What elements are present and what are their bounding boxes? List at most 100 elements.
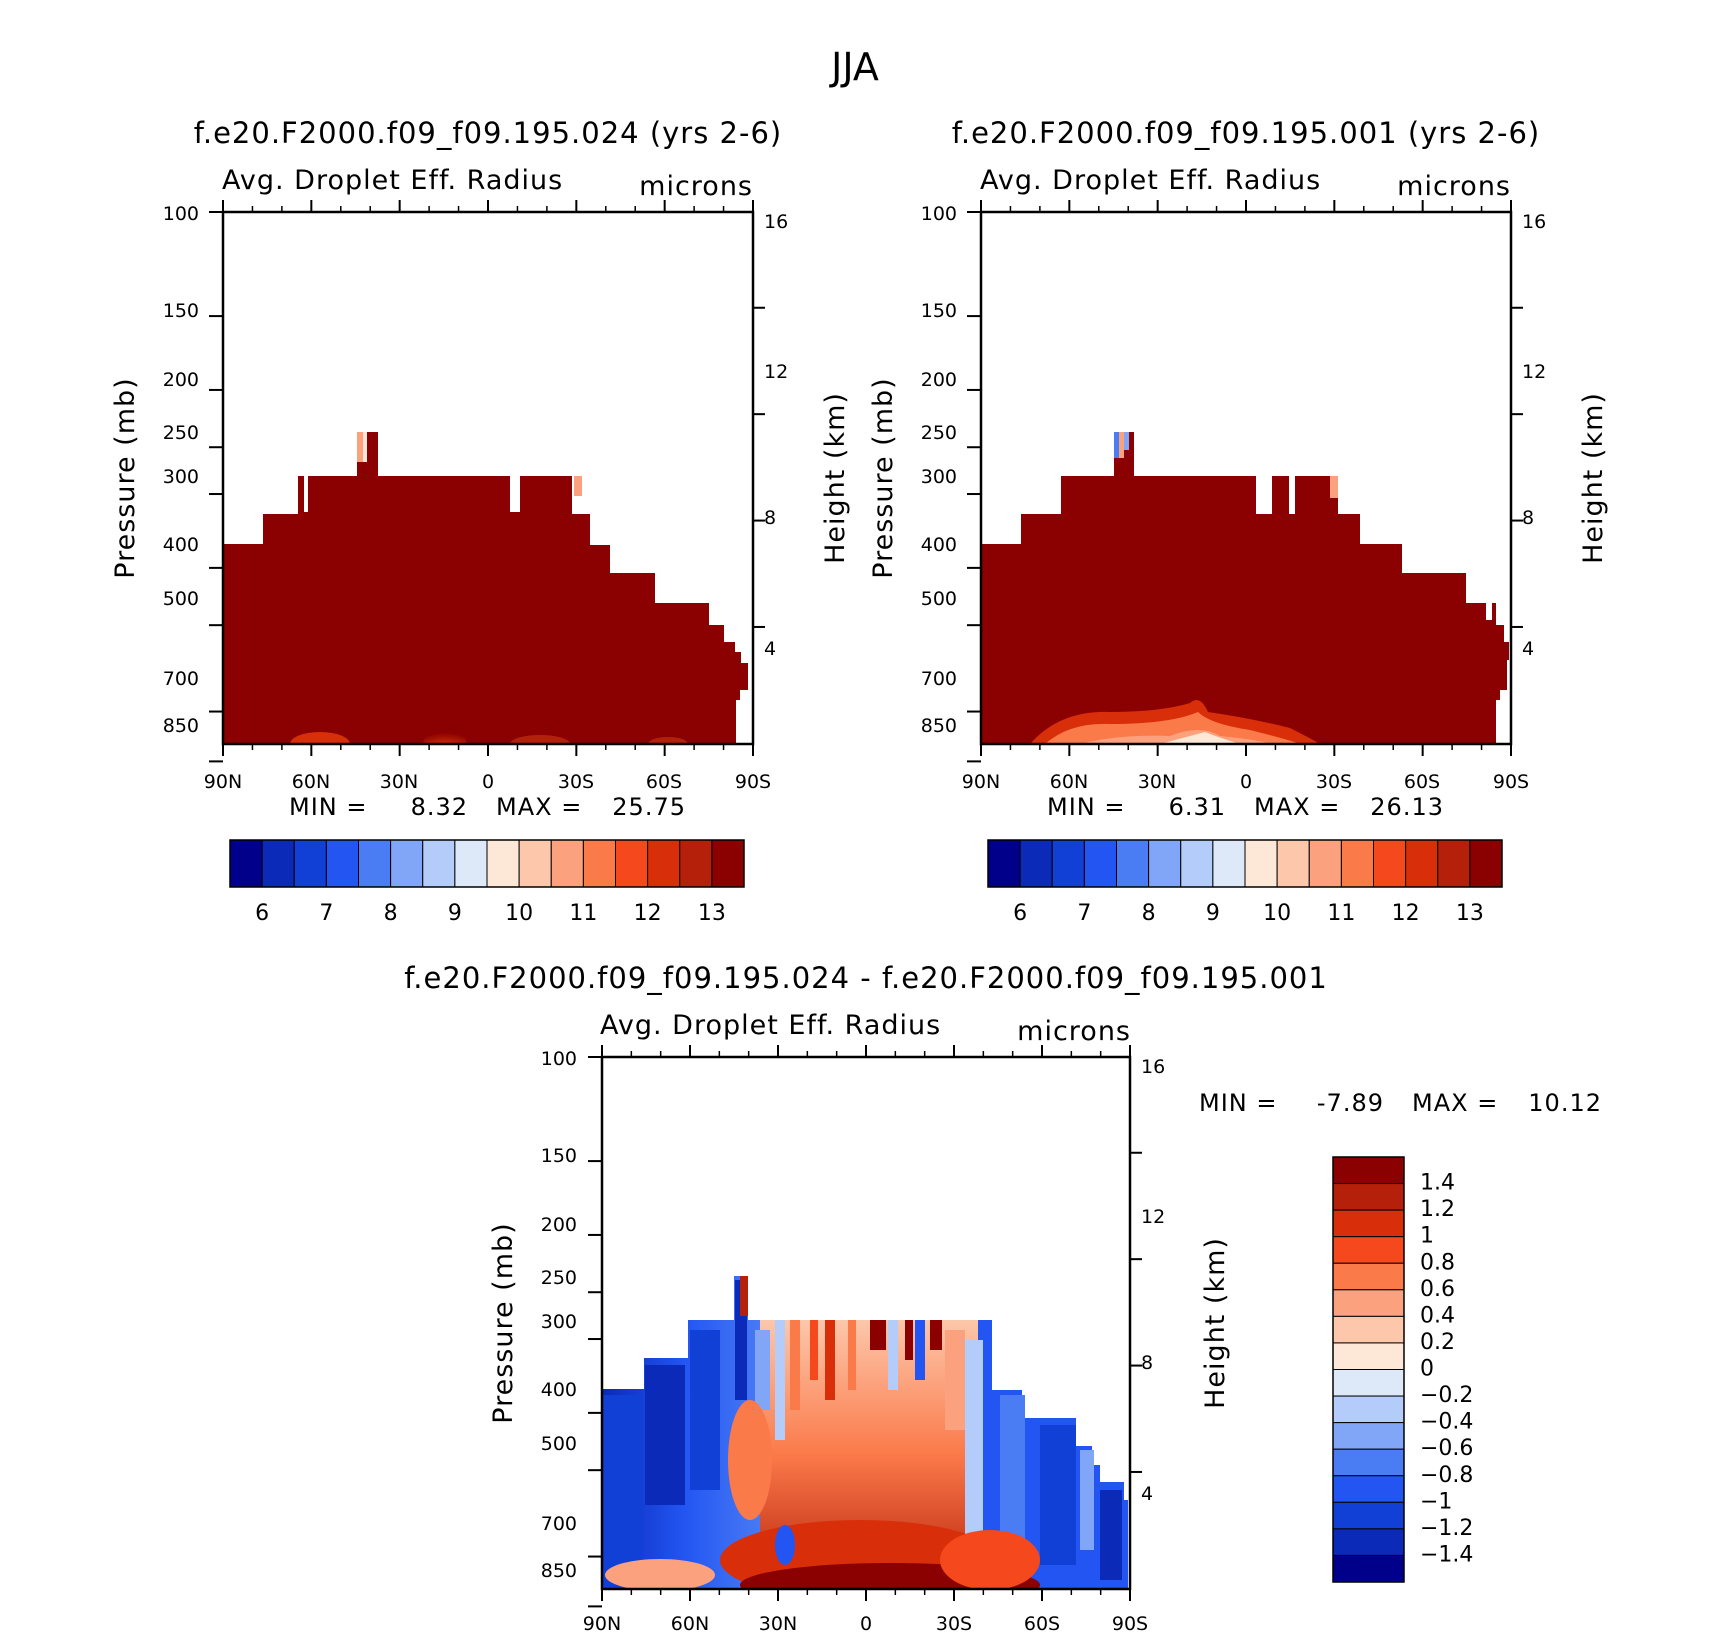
y-right-tick-label: 4	[1522, 638, 1534, 660]
y-tick-label: 850	[541, 1560, 577, 1582]
colorbar-label: −1.2	[1420, 1516, 1473, 1541]
field-region-negative	[602, 1395, 642, 1589]
field-region-negative	[915, 1320, 925, 1380]
x-tick-label: 90S	[1493, 771, 1529, 793]
min-value: -7.89	[1317, 1089, 1384, 1117]
panel-title: f.e20.F2000.f09_f09.195.001 (yrs 2-6)	[952, 116, 1540, 150]
x-tick-label: 90N	[204, 771, 242, 793]
colorbar-label: 1.2	[1420, 1197, 1455, 1222]
y-right-tick-label: 12	[764, 361, 788, 383]
heatmap-field	[602, 1276, 1128, 1589]
x-tick-label: 0	[482, 771, 494, 793]
field-region-positive	[790, 1320, 800, 1410]
max-label: MAX =	[1412, 1089, 1498, 1117]
field-region-negative	[690, 1330, 720, 1490]
y-right-tick-label: 16	[764, 211, 788, 233]
colorbar-frame	[987, 839, 1503, 888]
y-tick-label: 300	[541, 1311, 577, 1333]
panel-title: f.e20.F2000.f09_f09.195.024 (yrs 2-6)	[194, 116, 782, 150]
colorbar-swatch	[229, 839, 263, 888]
y-tick-label: 200	[921, 369, 957, 391]
field-region-positive	[728, 1400, 772, 1520]
colorbar-label: 13	[698, 901, 726, 926]
y-right-tick-label: 16	[1522, 211, 1546, 233]
colorbar: 6 7 8 9 10 11 12 13	[229, 839, 745, 926]
x-tick-label: 90N	[962, 771, 1000, 793]
field-region-mid	[510, 735, 570, 744]
colorbar-swatch	[1276, 839, 1310, 888]
x-tick-label: 60N	[671, 1613, 709, 1633]
colorbar-swatch	[293, 839, 327, 888]
max-value: 25.75	[612, 793, 686, 821]
colorbar-label: 11	[1327, 901, 1355, 926]
min-label: MIN =	[289, 793, 367, 821]
colorbar-swatch	[1051, 839, 1085, 888]
field-region-mid	[1330, 476, 1338, 498]
ticks-layer	[209, 200, 765, 763]
ticks-layer	[967, 200, 1523, 763]
field-region-positive	[930, 1320, 942, 1350]
x-tick-label: 30N	[1138, 771, 1176, 793]
panel-subtitle: Avg. Droplet Eff. Radius	[980, 165, 1321, 196]
units-label: microns	[639, 171, 753, 202]
colorbar-swatch	[1332, 1342, 1405, 1370]
x-tick-label: 90S	[735, 771, 771, 793]
field-region-mid	[423, 730, 467, 744]
field-region-mid	[1160, 732, 1240, 744]
colorbar-swatch	[1332, 1315, 1405, 1344]
colorbar-swatch	[1332, 1236, 1405, 1264]
colorbar-label: 12	[634, 901, 662, 926]
y-tick-label: 500	[921, 588, 957, 610]
colorbar-label: 6	[255, 901, 269, 926]
colorbar-frame	[229, 839, 745, 888]
colorbar-swatch	[987, 839, 1021, 888]
colorbar-swatch	[1332, 1262, 1405, 1291]
colorbar-swatch	[1148, 839, 1182, 888]
colorbar-label: 7	[319, 901, 333, 926]
colorbar-label: 7	[1077, 901, 1091, 926]
colorbar-swatch	[582, 839, 616, 888]
max-label: MAX =	[496, 793, 582, 821]
y-tick-label: 200	[541, 1214, 577, 1236]
field-region-detail	[602, 1276, 1122, 1589]
min-value: 8.32	[411, 793, 468, 821]
colorbar-swatch	[1308, 839, 1342, 888]
colorbar-swatch	[1332, 1422, 1405, 1450]
x-tick-label: 30S	[558, 771, 594, 793]
x-tick-label: 90N	[583, 1613, 621, 1633]
units-label: microns	[1397, 171, 1511, 202]
colorbar-label: −0.2	[1420, 1383, 1473, 1408]
y-right-axis-label: Height (km)	[1578, 392, 1609, 564]
colorbar-label: 12	[1392, 901, 1420, 926]
heatmap-field	[981, 432, 1509, 744]
colorbar-swatch	[1405, 839, 1439, 888]
ticks-layer	[588, 1045, 1142, 1608]
colorbar-label: −0.6	[1420, 1436, 1473, 1461]
y-tick-label: 850	[921, 715, 957, 737]
field-region-positive	[870, 1320, 886, 1350]
field-region-mid	[1114, 432, 1119, 458]
field-region-mid	[357, 432, 363, 462]
colorbar-label: 0.6	[1420, 1277, 1455, 1302]
colorbar-swatch	[1212, 839, 1246, 888]
x-tick-label: 60S	[1404, 771, 1440, 793]
colorbar-swatch	[422, 839, 456, 888]
y-tick-label: 250	[541, 1267, 577, 1289]
colorbar: 6 7 8 9 10 11 12 13	[987, 839, 1503, 926]
y-right-tick-label: 4	[764, 638, 776, 660]
colorbar-label: 13	[1456, 901, 1484, 926]
colorbar-swatch	[711, 839, 745, 888]
field-region-positive	[760, 1320, 978, 1589]
colorbar-swatch	[1332, 1395, 1405, 1424]
colorbar-swatch	[1332, 1528, 1405, 1556]
colorbar-label: −0.8	[1420, 1463, 1473, 1488]
x-tick-label: 0	[860, 1613, 872, 1633]
field-region-high	[981, 476, 1509, 744]
colorbar-swatch	[1180, 839, 1214, 888]
colorbar-label: 0.4	[1420, 1303, 1455, 1328]
colorbar-swatch	[1373, 839, 1407, 888]
field-region-mid	[290, 732, 350, 744]
field-region-high	[223, 476, 748, 744]
colorbar: 1.41.210.80.60.40.20−0.2−0.4−0.6−0.8−1−1…	[1332, 1156, 1473, 1583]
colorbar-swatch	[1083, 839, 1117, 888]
